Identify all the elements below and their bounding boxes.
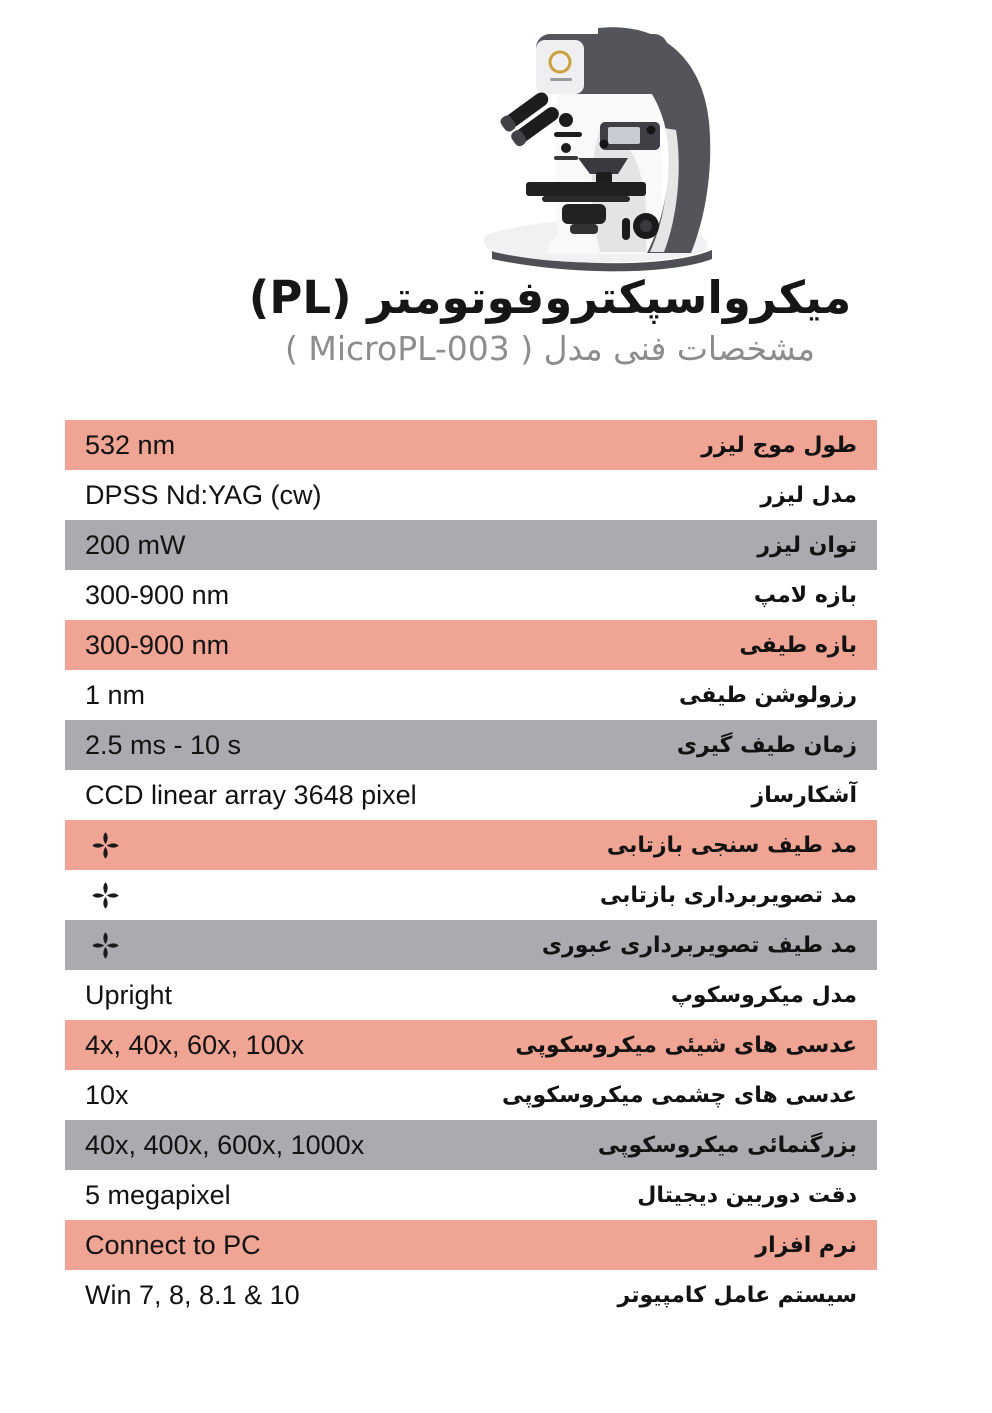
spec-row: مد طیف سنجی بازتابی <box>65 820 877 870</box>
feature-supported-icon <box>89 829 122 862</box>
spec-row: Upright مدل میکروسکوپ <box>65 970 877 1020</box>
page-title: میکرواسپکتروفوتومتر (PL) <box>248 271 852 324</box>
spec-value: 1 nm <box>85 679 146 710</box>
spec-value: 5 megapixel <box>85 1179 231 1210</box>
spec-row: 200 mW توان لیزر <box>65 520 877 570</box>
spec-label: مدل میکروسکوپ <box>670 982 857 1008</box>
spec-label: بزرگنمائی میکروسکوپی <box>597 1132 857 1158</box>
spec-row: 5 megapixel دقت دوربین دیجیتال <box>65 1170 877 1220</box>
spec-label: سیستم عامل کامپیوتر <box>617 1282 857 1308</box>
spec-table: 532 nm طول موج لیزر DPSS Nd:YAG (cw) مدل… <box>65 420 877 1320</box>
spec-row: 2.5 ms - 10 s زمان طیف گیری <box>65 720 877 770</box>
spec-row: CCD linear array 3648 pixel آشکارساز <box>65 770 877 820</box>
spec-label: رزولوشن طیفی <box>679 682 857 708</box>
spec-label: مد طیف تصویربرداری عبوری <box>541 932 857 958</box>
spec-label: نرم افزار <box>755 1232 857 1258</box>
spec-value: 300-900 nm <box>85 579 230 610</box>
spec-row: 300-900 nm بازه طیفی <box>65 620 877 670</box>
spec-value: 532 nm <box>85 429 176 460</box>
spec-value: 200 mW <box>85 529 186 560</box>
product-image <box>450 8 760 274</box>
spec-row: 40x, 400x, 600x, 1000x بزرگنمائی میکروسک… <box>65 1120 877 1170</box>
spec-label: مد تصویربرداری بازتابی <box>599 882 857 908</box>
spec-label: بازه طیفی <box>739 632 857 658</box>
spec-row: 300-900 nm بازه لامپ <box>65 570 877 620</box>
spec-row: مد طیف تصویربرداری عبوری <box>65 920 877 970</box>
spec-value: 300-900 nm <box>85 629 230 660</box>
spec-label: مد طیف سنجی بازتابی <box>606 832 857 858</box>
spec-label: عدسی های شیئی میکروسکوپی <box>515 1032 857 1058</box>
spec-value: 4x, 40x, 60x, 100x <box>85 1029 305 1060</box>
spec-row: 4x, 40x, 60x, 100x عدسی های شیئی میکروسک… <box>65 1020 877 1070</box>
spec-row: مد تصویربرداری بازتابی <box>65 870 877 920</box>
spec-value: 40x, 400x, 600x, 1000x <box>85 1129 365 1160</box>
spec-label: آشکارساز <box>751 782 857 808</box>
spec-value: 10x <box>85 1079 129 1110</box>
page-subtitle: مشخصات فنی مدل ( MicroPL-003 ) <box>285 328 815 368</box>
spec-label: عدسی های چشمی میکروسکوپی <box>501 1082 857 1108</box>
spec-row: 532 nm طول موج لیزر <box>65 420 877 470</box>
spec-value: Upright <box>85 979 173 1010</box>
spec-value <box>85 929 122 962</box>
spec-label: توان لیزر <box>757 532 857 558</box>
brand-logo-ring <box>548 50 572 74</box>
spec-label: طول موج لیزر <box>701 432 857 458</box>
spec-value <box>85 829 122 862</box>
spec-row: Connect to PC نرم افزار <box>65 1220 877 1270</box>
spec-value: DPSS Nd:YAG (cw) <box>85 479 322 510</box>
header: میکرواسپکتروفوتومتر (PL) مشخصات فنی مدل … <box>180 272 920 368</box>
eyepieces <box>500 92 559 147</box>
spec-value: CCD linear array 3648 pixel <box>85 779 417 810</box>
spec-value: 2.5 ms - 10 s <box>85 729 242 760</box>
feature-supported-icon <box>89 879 122 912</box>
spec-label: بازه لامپ <box>753 582 857 608</box>
display-panel <box>599 122 660 150</box>
spec-value <box>85 879 122 912</box>
feature-supported-icon <box>89 929 122 962</box>
spec-value: Win 7, 8, 8.1 & 10 <box>85 1279 300 1310</box>
spec-label: زمان طیف گیری <box>676 732 857 758</box>
spec-label: دقت دوربین دیجیتال <box>637 1182 857 1208</box>
spec-label: مدل لیزر <box>760 482 857 508</box>
spec-row: 10x عدسی های چشمی میکروسکوپی <box>65 1070 877 1120</box>
microscope-illustration <box>483 27 712 272</box>
spec-value: Connect to PC <box>85 1229 261 1260</box>
spec-row: Win 7, 8, 8.1 & 10 سیستم عامل کامپیوتر <box>65 1270 877 1320</box>
spec-row: 1 nm رزولوشن طیفی <box>65 670 877 720</box>
spec-row: DPSS Nd:YAG (cw) مدل لیزر <box>65 470 877 520</box>
